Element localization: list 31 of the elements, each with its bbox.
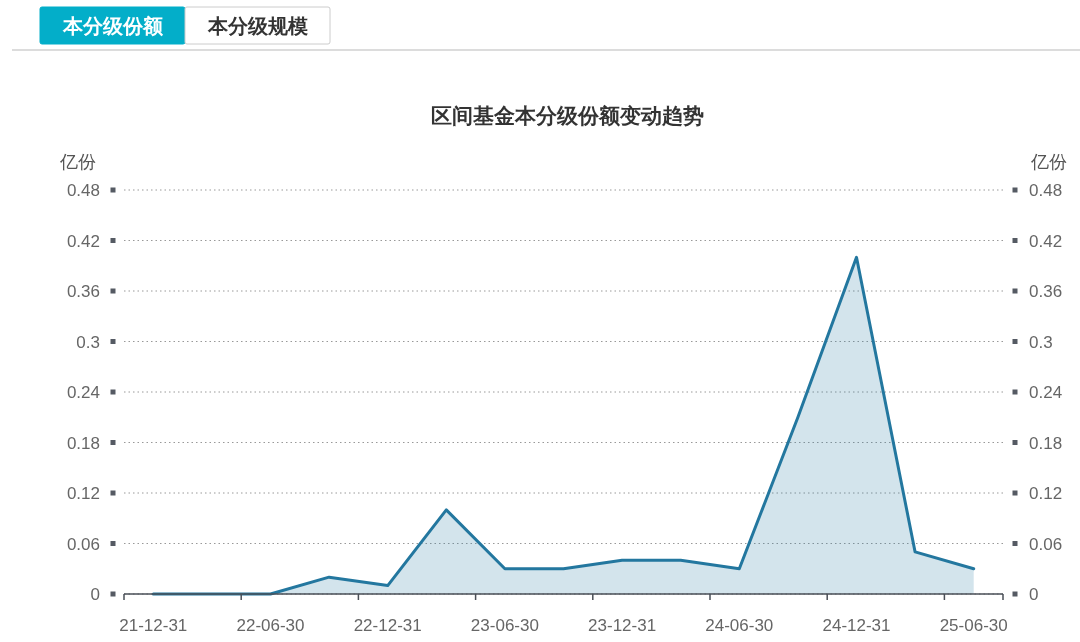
x-tick-label: 24-12-31 <box>822 616 891 635</box>
y2-tick-label: 0.06 <box>1029 534 1063 554</box>
x-tick-label: 25-06-30 <box>939 616 1008 635</box>
y-tick-label: 0.48 <box>66 181 100 200</box>
y2-tick-label: 0.18 <box>1029 433 1063 453</box>
y-tick-label: 0.36 <box>66 282 100 301</box>
y-tick-label: 0.42 <box>66 231 100 251</box>
x-tick-label: 23-06-30 <box>470 616 539 635</box>
x-tick-label: 22-06-30 <box>236 616 305 635</box>
y-tick-label: 0.06 <box>66 534 100 554</box>
y-tick-label: 0.24 <box>66 383 100 402</box>
y-tick-label: 0.18 <box>66 433 100 453</box>
tab: 本分级规模 <box>184 6 331 45</box>
x-tick-label: 24-06-30 <box>705 616 774 635</box>
ylabel: 亿份 <box>60 152 96 172</box>
x-tick-label: 22-12-31 <box>353 616 422 635</box>
y2-tick-label: 0.42 <box>1029 231 1063 251</box>
y-tick-label: 0.12 <box>66 484 100 503</box>
y-tick-label: 0.3 <box>76 332 100 352</box>
y2-tick-label: 0.3 <box>1029 332 1053 352</box>
tab: 本分级份额 <box>39 6 186 45</box>
y2-tick-label: 0.36 <box>1029 282 1063 301</box>
y2-tick-label: 0.24 <box>1029 383 1063 402</box>
x-tick-label: 23-12-31 <box>588 616 657 635</box>
y2-tick-label: 0 <box>1029 585 1039 604</box>
y2-tick-label: 0.48 <box>1029 181 1063 200</box>
y2label: 亿份 <box>1031 152 1067 172</box>
title: 区间基金本分级份额变动趋势 <box>431 104 704 127</box>
y-tick-label: 0 <box>90 585 100 604</box>
y2-tick-label: 0.12 <box>1029 484 1063 503</box>
x-tick-label: 21-12-31 <box>119 616 188 635</box>
